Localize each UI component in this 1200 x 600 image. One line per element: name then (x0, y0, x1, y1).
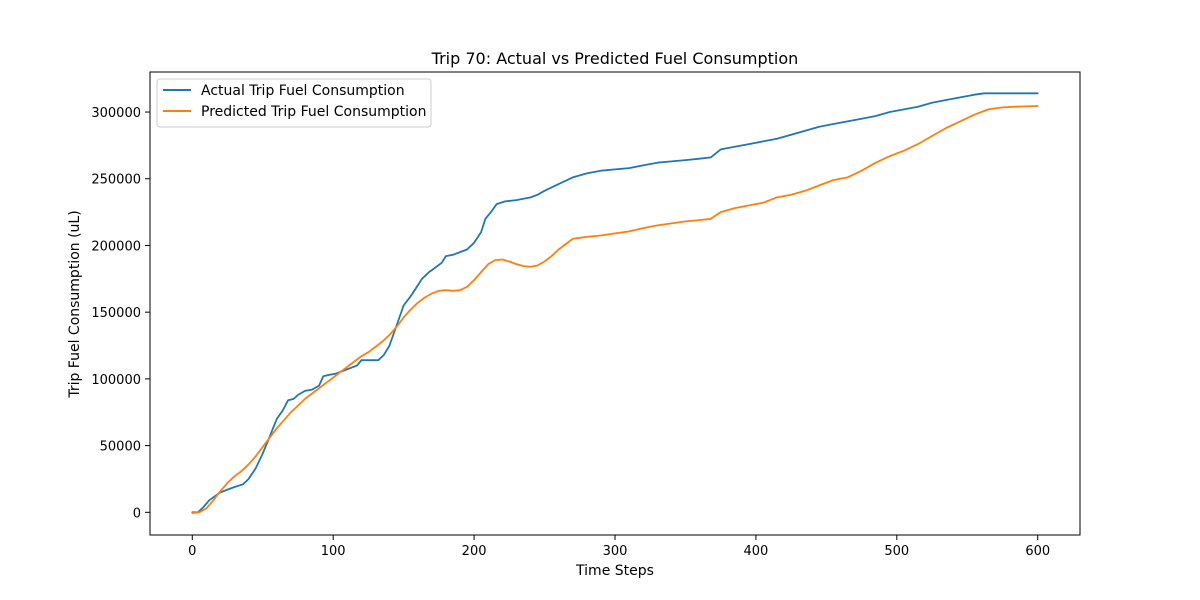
y-tick-label: 0 (133, 506, 141, 521)
series-line-predicted (191, 105, 1039, 514)
x-tick-label: 300 (603, 544, 628, 559)
chart-title: Trip 70: Actual vs Predicted Fuel Consum… (431, 49, 799, 68)
legend-box (156, 78, 432, 128)
y-tick-label: 150000 (91, 306, 141, 321)
legend-label-predicted: Predicted Trip Fuel Consumption (201, 104, 426, 120)
legend: Actual Trip Fuel Consumption Predicted T… (156, 78, 432, 128)
y-tick-label: 250000 (91, 173, 141, 188)
series-layer (191, 92, 1039, 514)
y-tick-label: 50000 (100, 440, 141, 455)
y-axis: 0 50000 100000 150000 200000 250000 300000 (91, 106, 150, 521)
y-tick-label: 100000 (91, 373, 141, 388)
x-tick-label: 400 (743, 544, 768, 559)
y-axis-title: Trip Fuel Consumption (uL) (67, 210, 83, 398)
series-line-actual (191, 92, 1039, 514)
y-tick-label: 200000 (91, 239, 141, 254)
y-tick-label: 300000 (91, 106, 141, 121)
x-tick-label: 500 (884, 544, 909, 559)
x-tick-label: 0 (188, 544, 196, 559)
x-tick-label: 600 (1025, 544, 1050, 559)
x-tick-label: 100 (321, 544, 346, 559)
legend-label-actual: Actual Trip Fuel Consumption (201, 83, 405, 99)
x-axis-title: Time Steps (575, 563, 654, 579)
x-axis: 0 100 200 300 400 500 600 (188, 535, 1050, 559)
x-tick-label: 200 (462, 544, 487, 559)
